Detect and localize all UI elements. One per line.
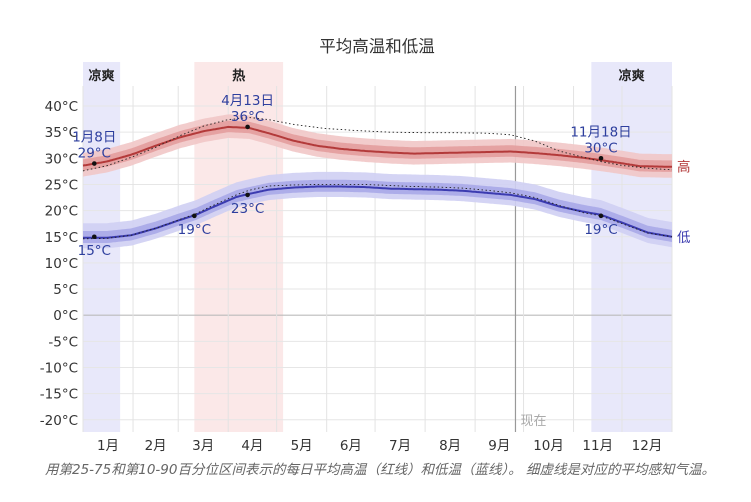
x-tick-label: 10月	[533, 438, 564, 454]
series-line	[83, 185, 673, 239]
chart-title: 平均高温和低温	[319, 37, 435, 56]
annotation-point	[192, 213, 197, 219]
x-tick-label: 1月	[97, 438, 119, 454]
x-tick-label: 11月	[582, 438, 613, 454]
feels-like-line	[82, 117, 673, 172]
band-25-75	[83, 120, 672, 172]
annotation-point	[245, 124, 250, 130]
annotation-value: 19°C	[178, 222, 211, 238]
x-tick-label: 12月	[632, 438, 663, 454]
annotation-value: 36°C	[231, 109, 264, 125]
y-tick-label: -5°C	[48, 334, 78, 350]
y-tick-label: 30°C	[45, 151, 78, 167]
temperature-chart: 平均高温和低温 凉爽热凉爽 40°C35°C30°C25°C20°C15°C10…	[40, 37, 691, 454]
annotation-point	[598, 156, 604, 161]
y-tick-label: 10°C	[45, 256, 78, 272]
annotation-point	[91, 161, 97, 166]
season-label: 凉爽	[619, 68, 645, 84]
x-tick-label: 9月	[488, 438, 510, 454]
annotation-value: 30°C	[584, 140, 617, 156]
annotation-value: 29°C	[78, 146, 111, 162]
series-line	[82, 125, 672, 168]
y-tick-label: 5°C	[53, 282, 78, 298]
y-tick-label: 40°C	[45, 99, 78, 115]
feels-like-line	[83, 183, 673, 240]
y-tick-label: 25°C	[45, 177, 78, 193]
x-tick-label: 4月	[241, 438, 263, 454]
season-bands: 凉爽 热 凉爽	[83, 62, 672, 432]
annotation-point	[598, 213, 604, 219]
season-band	[591, 62, 672, 432]
annotation-date: 1月8日	[72, 130, 116, 146]
x-tick-label: 5月	[291, 438, 313, 454]
y-tick-label: 0°C	[53, 308, 78, 324]
annotation-date: 11月18日	[570, 124, 631, 140]
season-label: 凉爽	[89, 68, 115, 84]
y-tick-label: -15°C	[40, 387, 78, 403]
y-tick-label: -10°C	[40, 361, 78, 377]
annotation-value: 19°C	[584, 222, 617, 238]
y-tick-label: 35°C	[45, 125, 78, 141]
x-tick-label: 8月	[439, 438, 461, 454]
now-marker-label: 现在	[520, 414, 546, 429]
annotation-point	[245, 192, 250, 198]
x-tick-label: 6月	[340, 438, 362, 454]
band-25-75	[83, 179, 672, 243]
chart-caption: 用第25-75和第10-90百分位区间表示的每日平均高温（红线）和低温（蓝线）。…	[45, 462, 715, 478]
annotation-value: 23°C	[231, 201, 264, 217]
annotation-date: 4月13日	[221, 93, 274, 109]
x-tick-label: 3月	[192, 438, 214, 454]
annotation-value: 15°C	[78, 243, 111, 259]
x-tick-label: 7月	[389, 438, 411, 454]
y-tick-label: 20°C	[45, 204, 78, 220]
season-label: 热	[232, 68, 245, 84]
percentile-bands	[83, 114, 672, 249]
series-end-label: 高	[677, 159, 691, 176]
annotation-point	[91, 234, 97, 240]
series-lines	[82, 117, 673, 240]
y-tick-label: 15°C	[45, 230, 78, 246]
x-tick-label: 2月	[145, 438, 167, 454]
y-tick-label: -20°C	[40, 413, 78, 429]
series-end-label: 低	[677, 230, 691, 246]
